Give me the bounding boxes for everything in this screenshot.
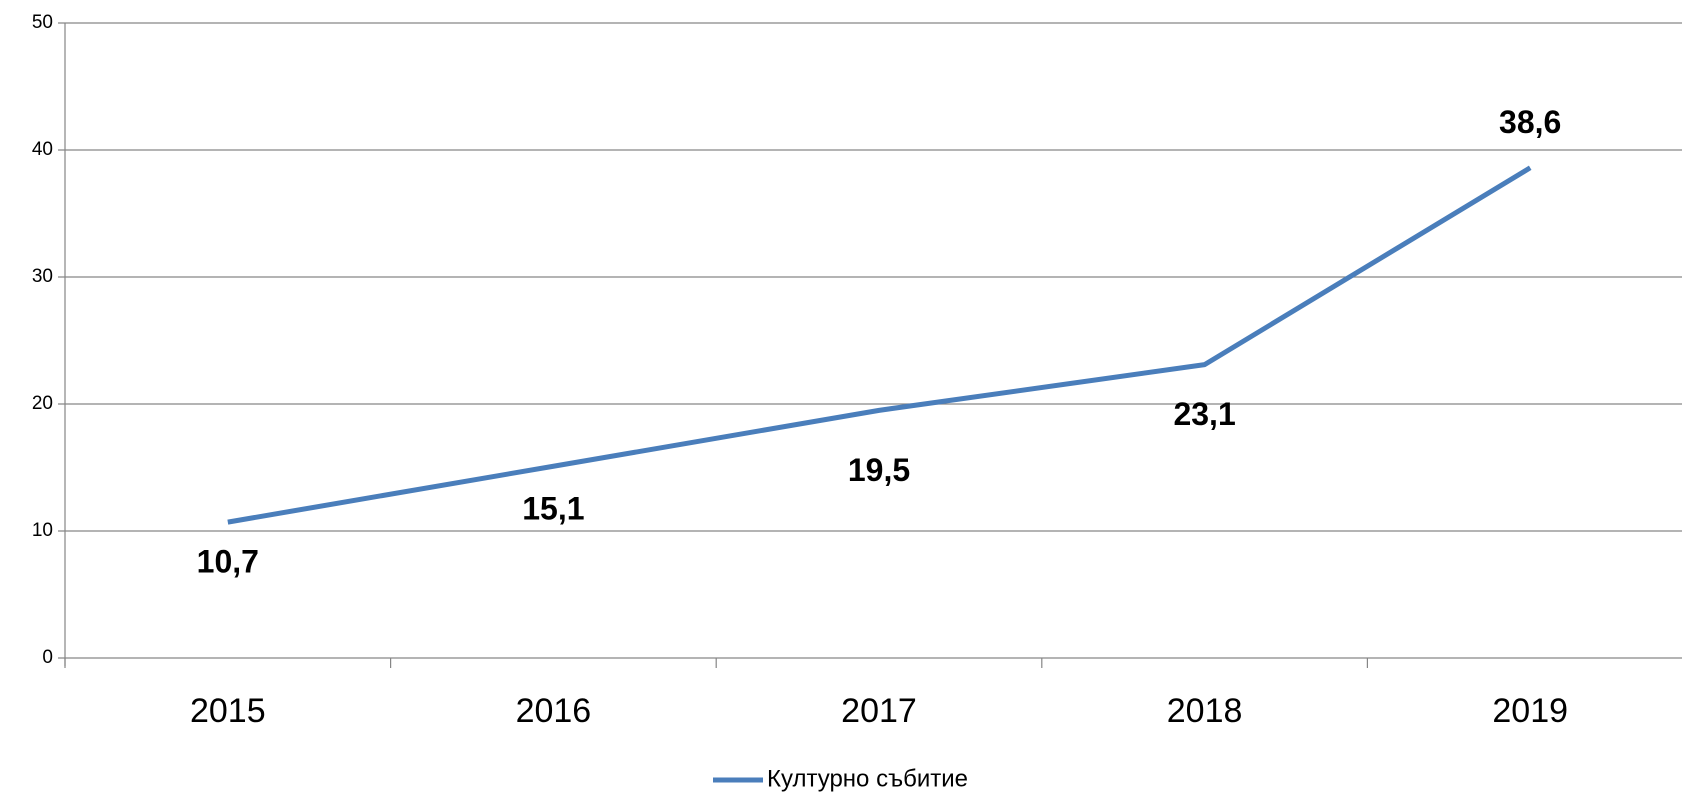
legend-label: Културно събитие — [767, 765, 968, 792]
x-tick-label: 2018 — [1167, 692, 1243, 730]
y-tick-label: 30 — [32, 266, 53, 287]
y-tick-label: 40 — [32, 139, 53, 160]
x-tick-label: 2015 — [190, 692, 266, 730]
data-label: 15,1 — [522, 491, 584, 527]
y-tick-label: 10 — [32, 520, 53, 541]
x-tick-label: 2019 — [1492, 692, 1568, 730]
data-label: 23,1 — [1173, 396, 1235, 432]
data-label: 38,6 — [1499, 104, 1561, 140]
series-line — [227, 165, 1532, 525]
data-label: 10,7 — [197, 544, 259, 580]
y-tick-label: 20 — [32, 393, 53, 414]
x-tick-label: 2016 — [516, 692, 592, 730]
data-label: 19,5 — [848, 452, 910, 488]
x-tick-label: 2017 — [841, 692, 917, 730]
y-tick-label: 50 — [32, 12, 53, 33]
y-tick-label: 0 — [42, 647, 53, 668]
